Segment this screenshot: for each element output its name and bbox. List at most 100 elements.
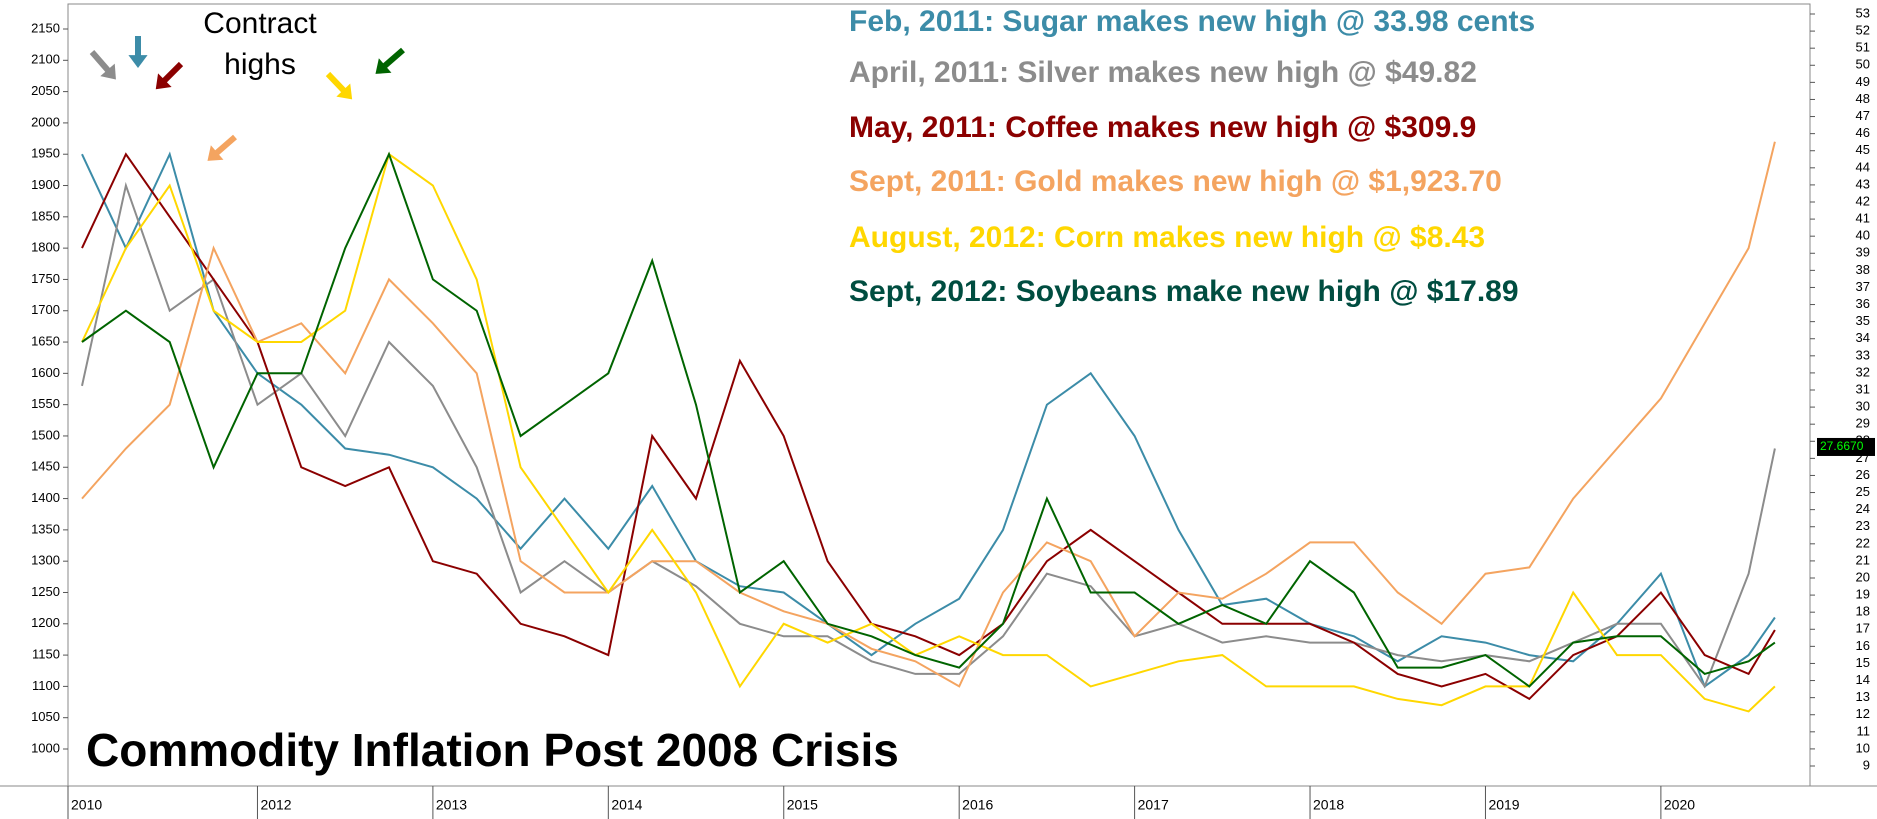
y-tick-label: 1250: [31, 584, 60, 599]
y2-tick-label: 10: [1856, 740, 1870, 755]
arrow-head: [155, 73, 172, 90]
x-tick-label: 2016: [962, 797, 993, 813]
y2-tick-label: 15: [1856, 655, 1870, 670]
annotation: May, 2011: Coffee makes new high @ $309.…: [849, 111, 1476, 144]
callout: highs: [224, 48, 296, 81]
y-tick-label: 1450: [31, 459, 60, 474]
y2-tick-label: 53: [1856, 5, 1870, 20]
x-tick-label: 2018: [1313, 797, 1344, 813]
arrow-head: [128, 55, 148, 68]
y2-tick-label: 46: [1856, 125, 1870, 140]
x-tick-label: 2010: [71, 797, 102, 813]
y2-tick-label: 39: [1856, 245, 1870, 260]
y2-tick-label: 45: [1856, 142, 1870, 157]
y2-tick-label: 13: [1856, 689, 1870, 704]
y2-tick-label: 48: [1856, 91, 1870, 106]
y-tick-label: 2100: [31, 52, 60, 67]
y2-tick-label: 20: [1856, 569, 1870, 584]
y2-tick-label: 9: [1863, 757, 1870, 772]
y2-tick-label: 41: [1856, 211, 1870, 226]
x-tick-label: 2013: [436, 797, 467, 813]
y-tick-label: 1650: [31, 333, 60, 348]
y-tick-label: 1300: [31, 553, 60, 568]
annotation: Sept, 2011: Gold makes new high @ $1,923…: [849, 165, 1502, 198]
y2-tick-label: 22: [1856, 535, 1870, 550]
annotation: Sept, 2012: Soybeans make new high @ $17…: [849, 275, 1519, 308]
y2-tick-label: 40: [1856, 228, 1870, 243]
y2-tick-label: 47: [1856, 108, 1870, 123]
y2-tick-label: 23: [1856, 518, 1870, 533]
series-line: [81, 151, 1776, 688]
y2-tick-label: 38: [1856, 262, 1870, 277]
y-tick-label: 1200: [31, 615, 60, 630]
y2-tick-label: 12: [1856, 706, 1870, 721]
x-tick-label: 2017: [1138, 797, 1169, 813]
y2-tick-label: 49: [1856, 74, 1870, 89]
y-tick-label: 2050: [31, 83, 60, 98]
callout: Contract: [203, 7, 317, 40]
y-tick-label: 1350: [31, 521, 60, 536]
chart-title: Commodity Inflation Post 2008 Crisis: [86, 724, 899, 776]
y2-tick-label: 44: [1856, 159, 1870, 174]
arrow-head: [375, 58, 392, 74]
y2-tick-label: 50: [1856, 57, 1870, 72]
y-tick-label: 1750: [31, 271, 60, 286]
x-tick-label: 2020: [1664, 797, 1695, 813]
y2-tick-label: 19: [1856, 587, 1870, 602]
y2-tick-label: 21: [1856, 552, 1870, 567]
y2-tick-label: 16: [1856, 638, 1870, 653]
y2-tick-label: 17: [1856, 621, 1870, 636]
y2-tick-label: 25: [1856, 484, 1870, 499]
x-tick-label: 2015: [787, 797, 818, 813]
y2-tick-label: 35: [1856, 313, 1870, 328]
y2-tick-label: 42: [1856, 193, 1870, 208]
y2-tick-label: 11: [1857, 723, 1871, 738]
y-tick-label: 1950: [31, 146, 60, 161]
y-tick-label: 1000: [31, 740, 60, 755]
plot-frame: [67, 3, 1811, 787]
y2-tick-label: 18: [1856, 604, 1870, 619]
y-tick-label: 1100: [32, 678, 60, 693]
y2-tick-label: 29: [1856, 416, 1870, 431]
y-tick-label: 1050: [31, 709, 60, 724]
y2-tick-label: 24: [1856, 501, 1870, 516]
arrow-head: [336, 83, 353, 100]
y2-marker-label: 27.6670: [1820, 439, 1864, 453]
arrow-head: [100, 63, 116, 80]
annotation: April, 2011: Silver makes new high @ $49…: [849, 56, 1477, 89]
y-tick-label: 2150: [31, 20, 60, 35]
y2-tick-label: 34: [1856, 330, 1870, 345]
y2-tick-label: 51: [1856, 40, 1870, 55]
y2-marker: [1817, 437, 1875, 456]
arrow-head: [207, 145, 224, 161]
x-tick-label: 2014: [611, 797, 642, 813]
y-tick-label: 1150: [32, 647, 60, 662]
x-tick-label: 2012: [260, 797, 291, 813]
annotation: Feb, 2011: Sugar makes new high @ 33.98 …: [849, 5, 1535, 38]
y2-tick-label: 52: [1856, 23, 1870, 38]
y-tick-label: 1900: [31, 177, 60, 192]
series-line: [81, 152, 1776, 713]
y2-tick-label: 30: [1856, 399, 1870, 414]
y-tick-label: 1600: [31, 365, 60, 380]
series-line: [81, 141, 1776, 688]
y2-tick-label: 33: [1856, 347, 1870, 362]
y2-tick-label: 32: [1856, 364, 1870, 379]
y-tick-label: 1550: [31, 396, 60, 411]
y-tick-label: 1850: [31, 208, 60, 223]
y-tick-label: 1700: [31, 302, 60, 317]
y2-tick-label: 31: [1856, 381, 1870, 396]
y-tick-label: 1500: [31, 427, 60, 442]
y-tick-label: 1800: [31, 240, 60, 255]
series-line: [81, 151, 1776, 688]
x-tick-label: 2019: [1488, 797, 1519, 813]
y-tick-label: 2000: [31, 114, 60, 129]
y2-tick-label: 26: [1856, 467, 1870, 482]
y-tick-label: 1400: [31, 490, 60, 505]
y2-tick-label: 37: [1856, 279, 1870, 294]
y2-tick-label: 14: [1856, 672, 1870, 687]
y2-tick-label: 36: [1856, 296, 1870, 311]
y2-tick-label: 43: [1856, 176, 1870, 191]
annotation: August, 2012: Corn makes new high @ $8.4…: [849, 221, 1485, 254]
